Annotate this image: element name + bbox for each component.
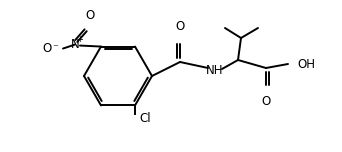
Text: N: N	[71, 38, 79, 51]
Text: ⁻: ⁻	[52, 44, 58, 54]
Text: NH: NH	[206, 64, 224, 78]
Text: +: +	[77, 35, 83, 44]
Text: O: O	[175, 20, 185, 33]
Text: O: O	[261, 95, 271, 108]
Text: Cl: Cl	[139, 112, 150, 125]
Text: OH: OH	[297, 57, 315, 71]
Text: O: O	[86, 9, 95, 22]
Text: O: O	[42, 42, 52, 55]
